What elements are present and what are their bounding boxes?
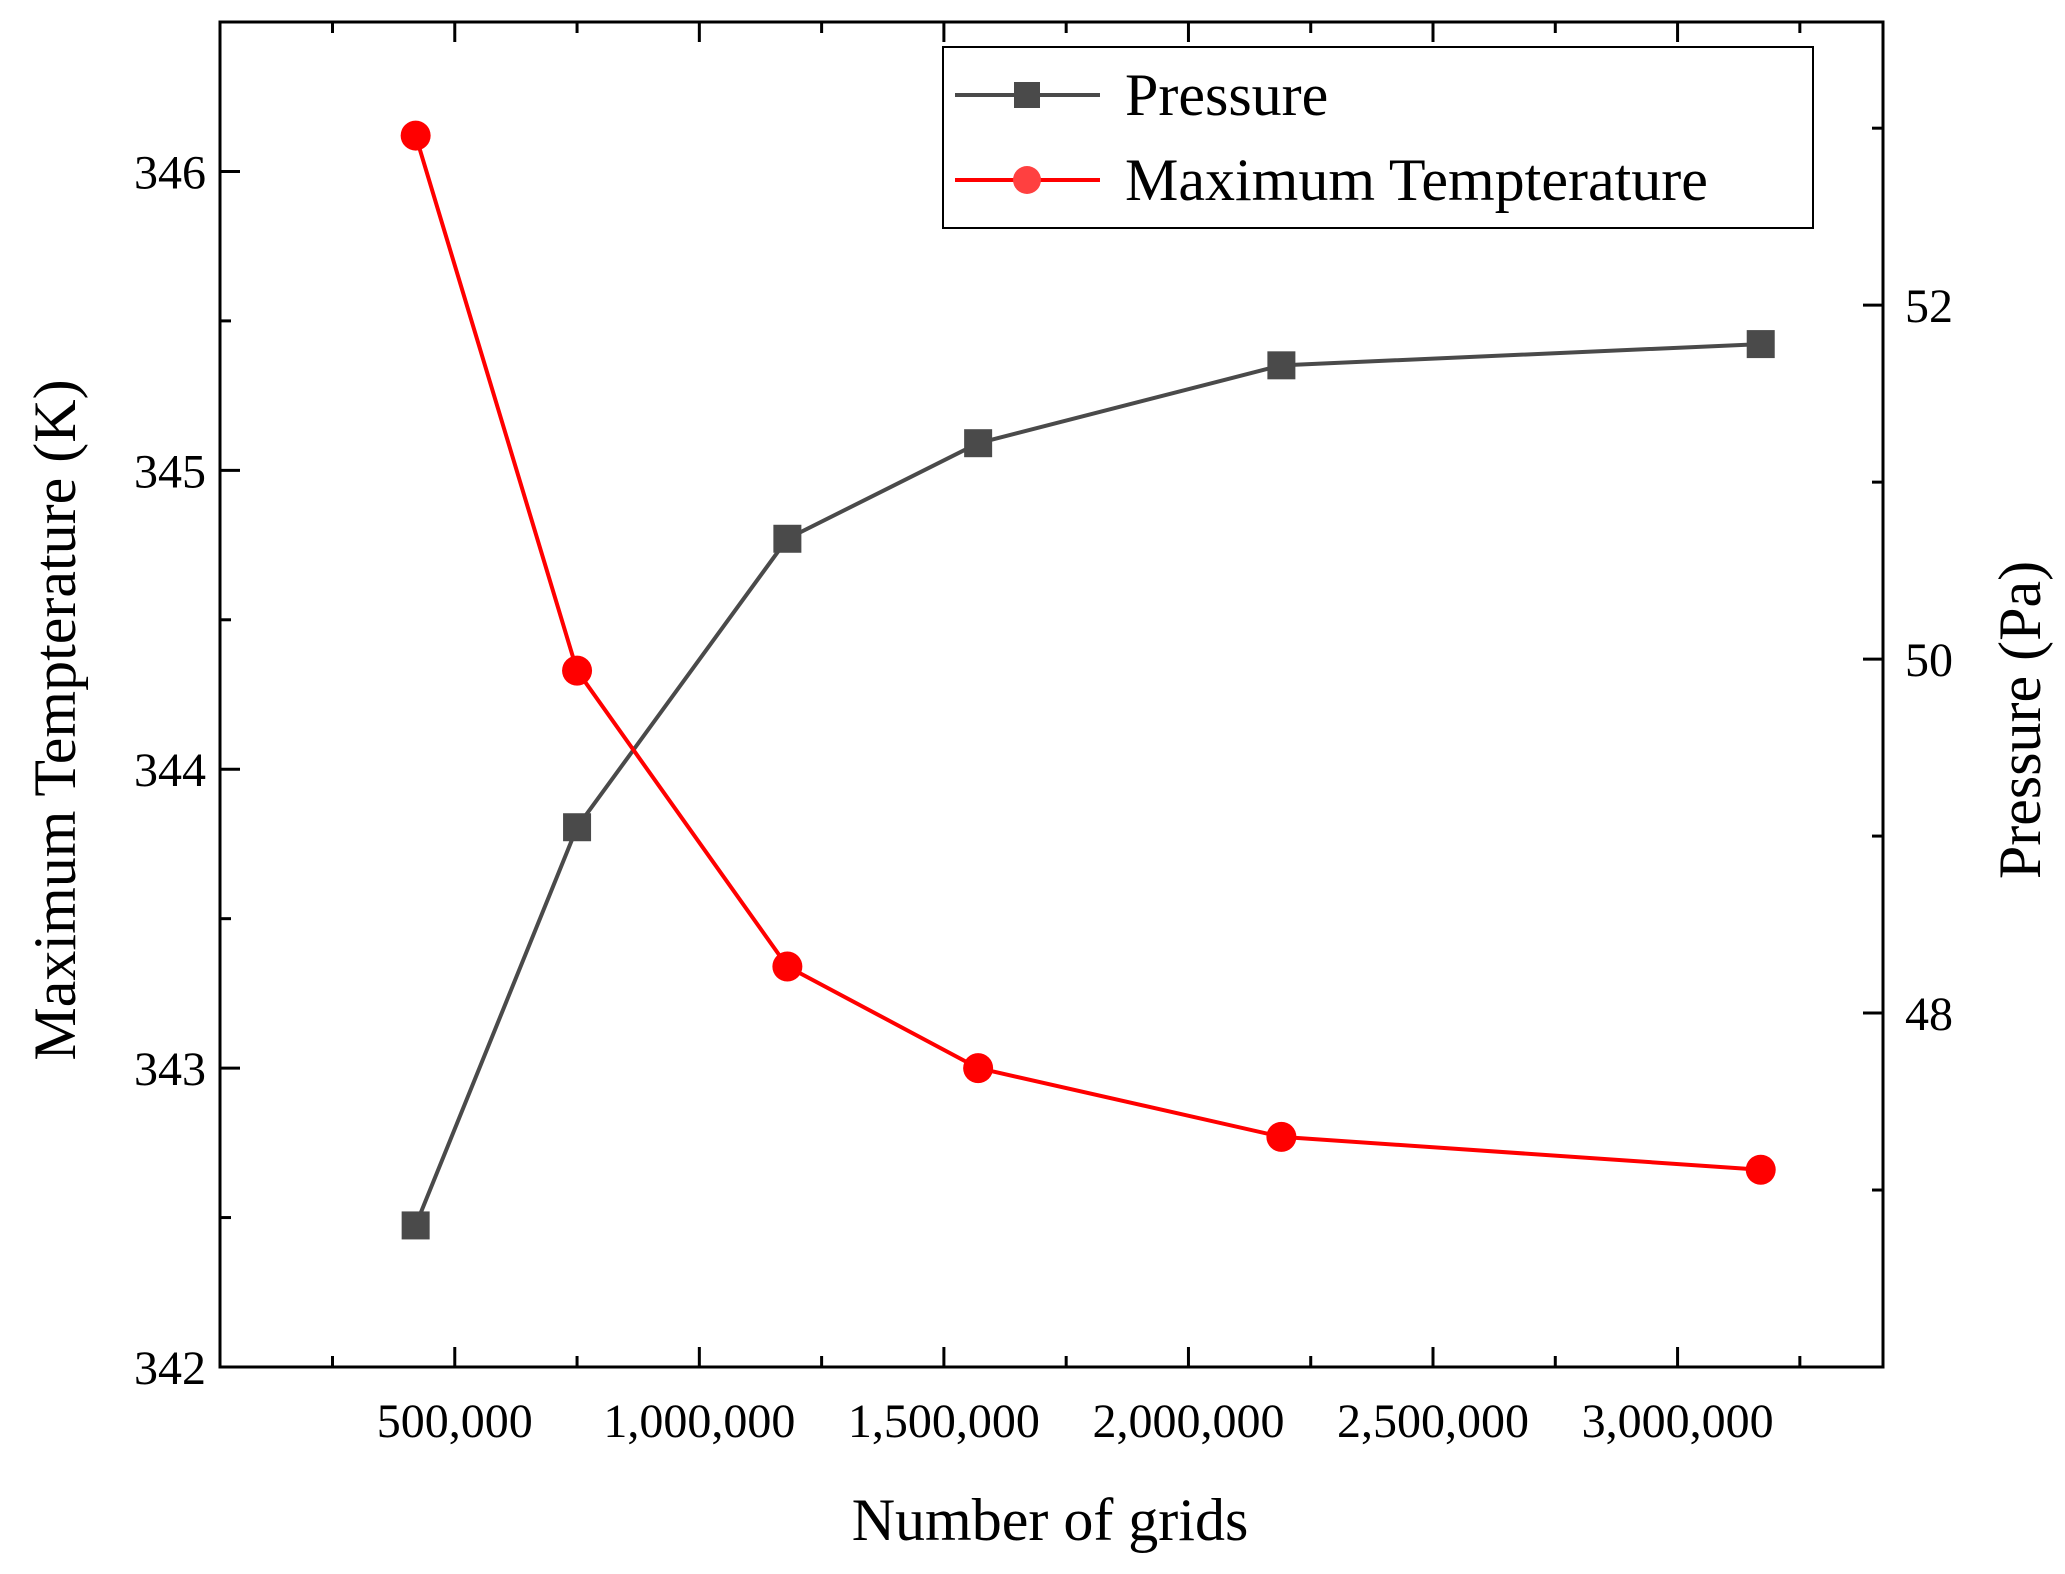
x-tick-label: 2,000,000 xyxy=(1092,1395,1284,1448)
legend-pressure-marker xyxy=(1014,82,1040,108)
x-tick-label: 3,000,000 xyxy=(1582,1395,1774,1448)
data-point-pressure xyxy=(563,813,592,842)
data-point-maximum-tempterature xyxy=(562,655,593,686)
left-y-axis-title: Maximum Tempterature (K) xyxy=(22,379,88,1060)
data-point-maximum-tempterature xyxy=(400,120,431,151)
legend-pressure-label: Pressure xyxy=(1125,62,1328,128)
data-point-maximum-tempterature xyxy=(772,951,803,982)
data-point-pressure xyxy=(964,429,993,458)
series-line-maximum-tempterature xyxy=(413,135,1761,1172)
x-tick-label: 1,500,000 xyxy=(848,1395,1040,1448)
data-point-maximum-tempterature xyxy=(1266,1121,1297,1152)
data-point-pressure xyxy=(401,1211,430,1240)
legend-temperature-marker xyxy=(1013,166,1041,194)
left-y-tick-label: 342 xyxy=(134,1342,206,1395)
right-y-tick-label: 52 xyxy=(1905,280,1953,333)
plot-frame xyxy=(218,20,1885,1369)
legend-temperature-label: Maximum Tempterature xyxy=(1125,147,1708,213)
x-tick-label: 2,500,000 xyxy=(1337,1395,1529,1448)
left-y-tick-label: 344 xyxy=(134,744,206,797)
data-point-pressure xyxy=(1267,351,1296,380)
data-point-maximum-tempterature xyxy=(1745,1154,1776,1185)
left-y-tick-label: 345 xyxy=(134,445,206,498)
legend-box xyxy=(942,46,1814,229)
data-point-maximum-tempterature xyxy=(963,1053,994,1084)
x-tick-label: 1,000,000 xyxy=(603,1395,795,1448)
data-point-pressure xyxy=(773,524,802,553)
left-y-tick-label: 343 xyxy=(134,1043,206,1096)
right-y-tick-label: 48 xyxy=(1905,988,1953,1041)
x-tick-label: 500,000 xyxy=(377,1395,533,1448)
legend: Pressure Maximum Tempterature xyxy=(942,46,1814,229)
right-y-tick-label: 50 xyxy=(1905,634,1953,687)
series-line-pressure xyxy=(413,342,1761,1227)
right-y-axis-title: Pressure (Pa) xyxy=(1987,561,2053,879)
data-point-pressure xyxy=(1746,330,1775,359)
x-axis-title: Number of grids xyxy=(852,1487,1249,1553)
left-y-tick-label: 346 xyxy=(134,146,206,199)
